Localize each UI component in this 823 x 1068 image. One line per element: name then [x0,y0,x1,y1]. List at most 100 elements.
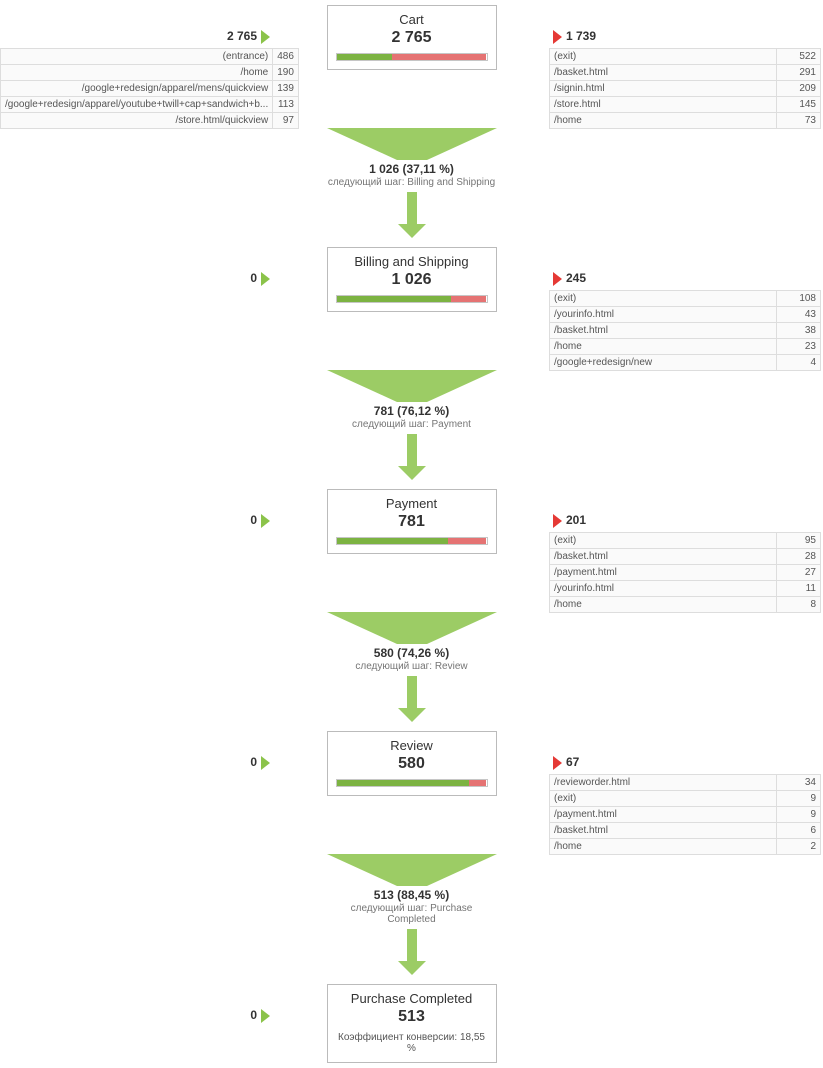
dest-path: /revieworder.html [550,775,777,791]
table-row: /yourinfo.html11 [550,581,821,597]
entry-arrow-icon [261,272,270,286]
step-center: Review580 [280,731,543,796]
funnel-trapezoid [327,128,497,160]
connector-center: 580 (74,26 %)следующий шаг: Review [280,613,543,731]
connector-center: 781 (76,12 %)следующий шаг: Payment [280,371,543,489]
step-value: 781 [336,513,488,531]
source-path: (entrance) [1,49,273,65]
entry-arrow-icon [261,30,270,44]
table-row: /basket.html6 [550,823,821,839]
conversion-rate: Коэффициент конверсии: 18,55 % [336,1032,488,1054]
dest-path: (exit) [550,533,777,549]
dest-path: /home [550,597,777,613]
step-card[interactable]: Payment781 [327,489,497,554]
step-value: 2 765 [336,29,488,47]
dest-count: 73 [777,113,821,129]
dest-count: 95 [777,533,821,549]
dest-count: 9 [777,807,821,823]
table-row: (exit)95 [550,533,821,549]
step-card[interactable]: Cart 2 765 [327,5,497,70]
down-arrow-icon [398,929,426,975]
step-value: 580 [336,755,488,773]
step-card[interactable]: Review580 [327,731,497,796]
bar-dropoff [448,538,487,544]
exit-count: 245 [566,247,586,285]
entry-side: 0 [0,247,280,286]
funnel-connector: 1 026 (37,11 %)следующий шаг: Billing an… [0,129,823,247]
step-card[interactable]: Billing and Shipping1 026 [327,247,497,312]
dest-path: /basket.html [550,823,777,839]
exit-count-wrap: 201 [549,489,823,528]
dest-path: /basket.html [550,549,777,565]
exit-side: 1 739 (exit)522/basket.html291/signin.htm… [543,5,823,129]
table-row: /payment.html9 [550,807,821,823]
bar-continue [337,296,451,302]
next-step-label: следующий шаг: Billing and Shipping [328,177,495,188]
funnel-trapezoid [327,370,497,402]
table-row: /store.html/quickview97 [1,113,299,129]
entry-side: 0 [0,731,280,770]
dest-count: 522 [777,49,821,65]
entry-side: 2 765(entrance)486/home190/google+redesi… [0,5,280,129]
exit-arrow-icon [553,30,562,44]
source-count: 139 [273,81,299,97]
dest-count: 145 [777,97,821,113]
table-row: (entrance)486 [1,49,299,65]
exit-count-wrap: 1 739 [549,5,823,44]
dest-count: 9 [777,791,821,807]
dest-path: /yourinfo.html [550,581,777,597]
table-row: /google+redesign/apparel/youtube+twill+c… [1,97,299,113]
entry-sources-table: (entrance)486/home190/google+redesign/ap… [0,48,299,129]
dest-path: (exit) [550,791,777,807]
connector-center: 513 (88,45 %)следующий шаг: Purchase Com… [280,855,543,984]
exit-arrow-icon [553,756,562,770]
dest-count: 34 [777,775,821,791]
table-row: /home2 [550,839,821,855]
step-progress-bar [336,53,488,61]
entry-count: 0 [250,731,257,769]
continue-value: 1 026 (37,11 %) [328,162,495,176]
dest-count: 28 [777,549,821,565]
step-center: Purchase Completed513Коэффициент конверс… [280,984,543,1063]
dest-count: 2 [777,839,821,855]
exit-count-wrap: 245 [549,247,823,286]
continue-info: 781 (76,12 %)следующий шаг: Payment [352,404,471,430]
bar-dropoff [451,296,487,302]
dest-count: 23 [777,339,821,355]
continue-value: 513 (88,45 %) [327,888,497,902]
table-row: /basket.html28 [550,549,821,565]
dest-path: /store.html [550,97,777,113]
step-progress-bar [336,295,488,303]
dest-path: /yourinfo.html [550,307,777,323]
table-row: (exit)522 [550,49,821,65]
entry-arrow-icon [261,1009,270,1023]
dest-count: 209 [777,81,821,97]
step-title: Purchase Completed [336,991,488,1006]
entry-arrow-icon [261,756,270,770]
table-row: /home73 [550,113,821,129]
down-arrow-icon [398,434,426,480]
step-card[interactable]: Purchase Completed513Коэффициент конверс… [327,984,497,1063]
dest-count: 6 [777,823,821,839]
table-row: /google+redesign/new4 [550,355,821,371]
exit-count: 67 [566,731,579,769]
continue-info: 513 (88,45 %)следующий шаг: Purchase Com… [327,888,497,925]
funnel-connector: 781 (76,12 %)следующий шаг: Payment [0,371,823,489]
dest-path: /home [550,839,777,855]
down-arrow-icon [398,192,426,238]
entry-count-wrap: 0 [0,731,274,770]
step-title: Billing and Shipping [336,254,488,269]
source-path: /store.html/quickview [1,113,273,129]
step-title: Cart [336,12,488,27]
entry-count: 0 [250,489,257,527]
table-row: /basket.html291 [550,65,821,81]
exit-side: 201(exit)95/basket.html28/payment.html27… [543,489,823,613]
exit-side: 67/revieworder.html34(exit)9/payment.htm… [543,731,823,855]
table-row: /home23 [550,339,821,355]
dest-count: 4 [777,355,821,371]
bar-continue [337,54,393,60]
next-step-label: следующий шаг: Purchase Completed [327,903,497,925]
dest-count: 8 [777,597,821,613]
dest-path: /payment.html [550,565,777,581]
table-row: /signin.html209 [550,81,821,97]
